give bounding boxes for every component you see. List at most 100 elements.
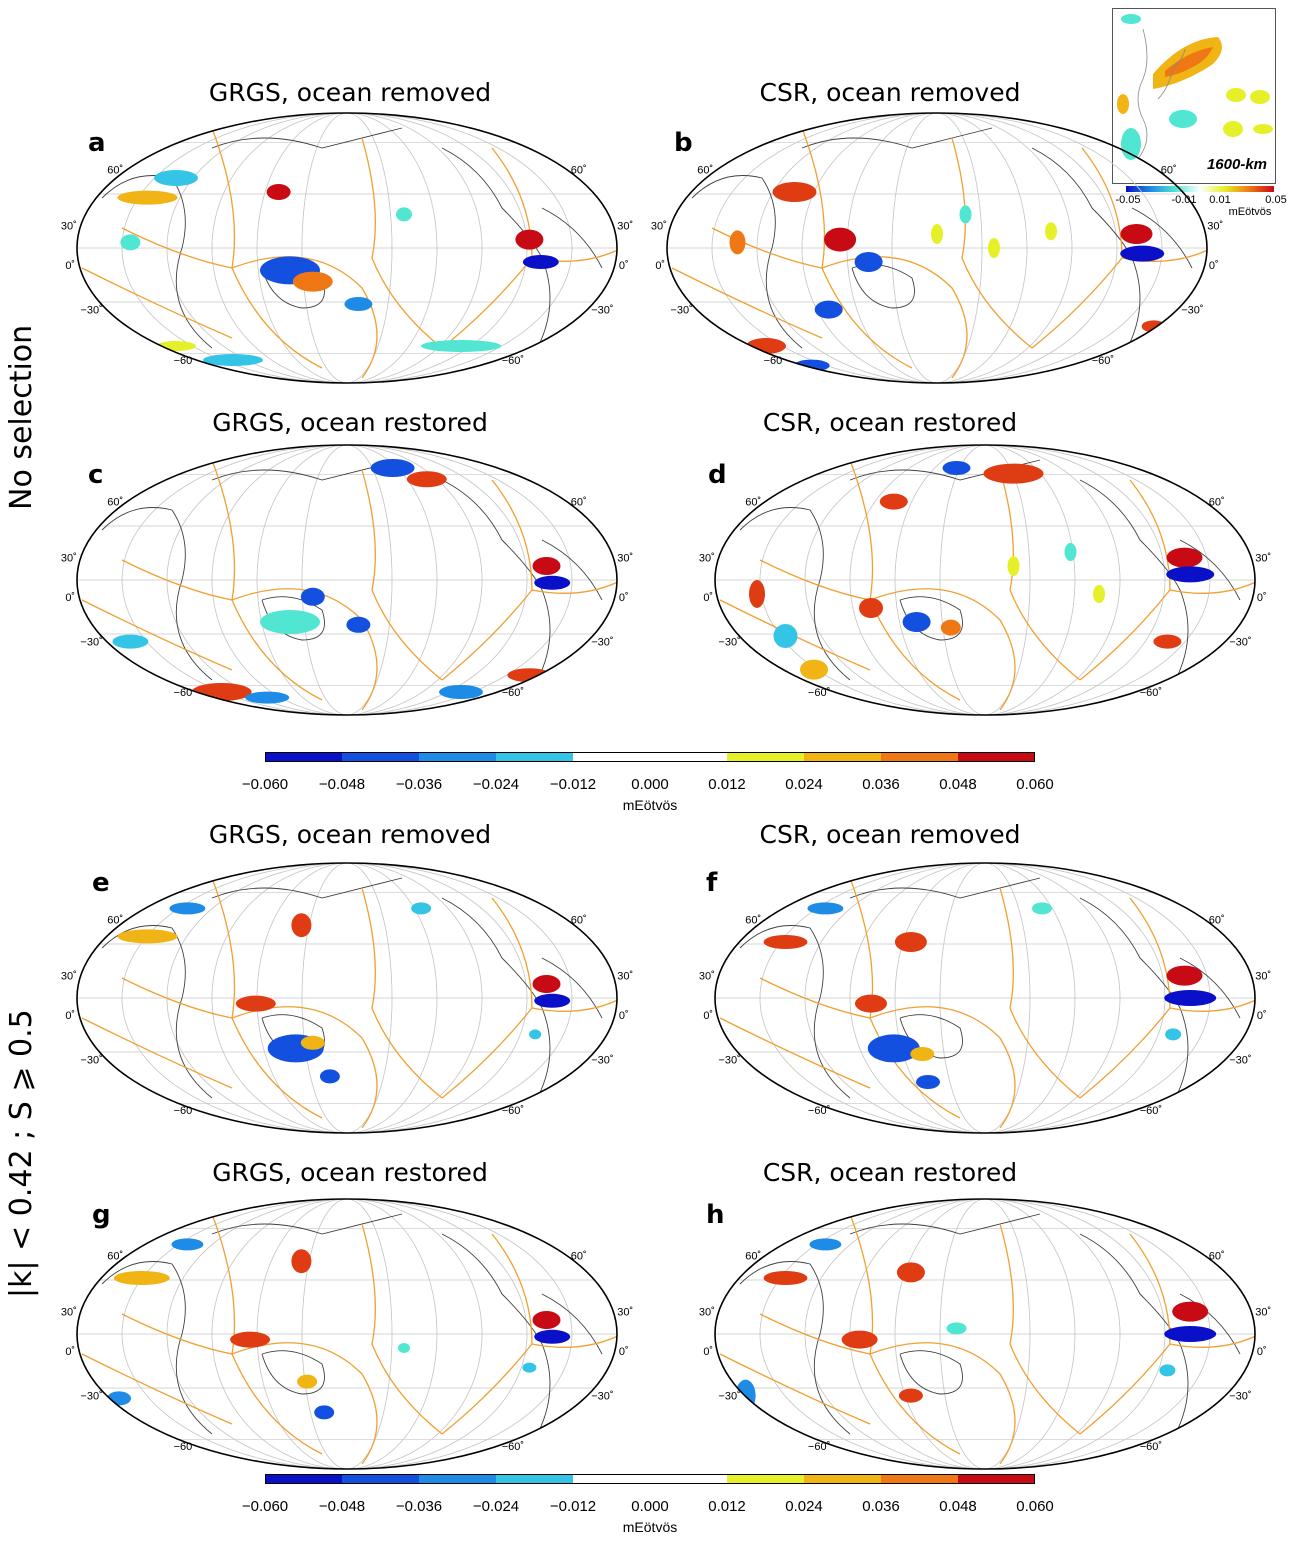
- coastline: [801, 127, 993, 149]
- lat-label-left: 0˚: [65, 592, 75, 604]
- coastline: [441, 147, 551, 359]
- lat-label-left: −30˚: [718, 637, 740, 649]
- colorbar-tick: 0.036: [862, 1498, 900, 1515]
- colorbar-segment: [727, 1474, 804, 1484]
- panel-title: GRGS, ocean restored: [212, 1158, 488, 1187]
- coastline: [1131, 207, 1193, 269]
- colorbar-segment: [265, 752, 342, 762]
- coastline: [441, 897, 551, 1109]
- colorbar-segment: [958, 1474, 1035, 1484]
- inset-cbar-tick: -0.05: [1115, 194, 1141, 206]
- anomaly-patch: [1045, 222, 1057, 241]
- anomaly-patch: [1166, 965, 1203, 986]
- lat-label-left: −30˚: [80, 305, 102, 317]
- anomaly-patch: [1032, 902, 1052, 915]
- lat-label-left: 60˚: [745, 915, 761, 927]
- plate-boundary: [869, 1006, 1016, 1129]
- colorbar-segment: [804, 1474, 881, 1484]
- anomaly-patch: [879, 493, 908, 510]
- anomaly-patch: [532, 975, 561, 993]
- anomaly-patch: [120, 234, 141, 251]
- anomaly-patch: [1120, 224, 1153, 244]
- lat-label-right: 60˚: [571, 165, 587, 177]
- anomaly-patch: [411, 902, 432, 915]
- colorbar-segment: [496, 1474, 573, 1484]
- plate-boundary: [121, 977, 233, 1019]
- anomaly-patch: [910, 1047, 935, 1061]
- plate-boundary: [81, 1353, 233, 1425]
- lat-label-left: −60: [174, 1441, 193, 1453]
- anomaly-patch: [421, 340, 501, 352]
- anomaly-patch: [117, 929, 178, 944]
- anomaly-patch: [370, 459, 415, 477]
- anomaly-patch: [291, 1249, 312, 1274]
- lat-label-left: −60: [174, 687, 193, 699]
- coastline: [849, 1213, 1041, 1235]
- lat-label-right: −30˚: [1229, 1055, 1251, 1067]
- coastline: [1079, 479, 1189, 691]
- mollweide-map: 60˚ 30˚ 0˚ −30˚ −60 60˚ 30˚ 0˚ −30˚ −60˚: [61, 108, 633, 388]
- panel-letter: b: [674, 128, 693, 158]
- anomaly-patch: [854, 252, 883, 272]
- anomaly-patch: [230, 1331, 271, 1348]
- colorbar-segment: [419, 752, 496, 762]
- panel-letter: e: [92, 868, 110, 898]
- map-frame: [714, 1198, 1256, 1470]
- coastline: [1179, 1293, 1241, 1355]
- lat-label-right: −60˚: [502, 1105, 524, 1117]
- lat-label-left: 60˚: [107, 497, 123, 509]
- panel-letter: c: [88, 460, 104, 490]
- plate-boundary: [81, 267, 233, 339]
- colorbar-tick: 0.024: [785, 1498, 823, 1515]
- panel-letter: f: [706, 868, 718, 898]
- anomaly-patch: [1159, 1364, 1176, 1377]
- lat-label-right: 30˚: [1255, 553, 1271, 565]
- plate-boundary: [999, 887, 1081, 1099]
- anomaly-patch: [1007, 556, 1020, 576]
- colorbar-segment: [419, 1474, 496, 1484]
- colorbar-tick: −0.036: [395, 1498, 443, 1515]
- colorbar-tick: 0.060: [1016, 776, 1054, 793]
- plate-boundary: [361, 887, 443, 1099]
- colorbar-bottom-ticks: −0.060 −0.048 −0.036 −0.024 −0.012 0.000 0.012…: [242, 1498, 1054, 1518]
- lat-label-right: 0˚: [619, 1346, 629, 1358]
- map-frame: [714, 862, 1256, 1134]
- lat-label-left: 60˚: [745, 1251, 761, 1263]
- mollweide-map: 60˚ 30˚ 0˚ −30˚ −60 60˚ 30˚ 0˚ −30˚ −60˚: [61, 1194, 633, 1474]
- map-canvas: 60˚ 30˚ 0˚ −30˚ −60 60˚ 30˚ 0˚ −30˚ −60˚: [651, 112, 1223, 384]
- mollweide-map: 60˚ 30˚ 0˚ −30˚ −60˚ 60˚ 30˚ 0˚ −30˚ −60˚: [699, 1194, 1271, 1474]
- lat-label-right: −60˚: [502, 687, 524, 699]
- row-label-no-selection: No selection: [4, 324, 39, 510]
- lat-label-left: −60: [174, 1105, 193, 1117]
- anomaly-patch: [300, 1035, 325, 1050]
- lat-label-right: 30˚: [617, 1307, 633, 1319]
- lat-label-left: −30˚: [718, 1055, 740, 1067]
- lat-label-right: 0˚: [1257, 592, 1267, 604]
- coastline: [101, 175, 213, 349]
- lat-label-right: −60˚: [502, 355, 524, 367]
- inset-colorbar: [1126, 186, 1274, 192]
- anomaly-patch: [154, 170, 198, 186]
- colorbar-segment: [958, 752, 1035, 762]
- colorbar-tick: −0.048: [318, 776, 366, 793]
- lat-label-right: −30˚: [591, 1391, 613, 1403]
- lat-label-right: −30˚: [1229, 1391, 1251, 1403]
- anomaly-patch: [534, 575, 571, 590]
- panel-title: CSR, ocean restored: [762, 1158, 1018, 1187]
- anomaly-patch: [959, 205, 972, 224]
- inset-scale-tag: 1600-km: [1206, 156, 1267, 173]
- plate-boundary: [869, 588, 1016, 711]
- lat-label-right: −60˚: [502, 1441, 524, 1453]
- colorbar-tick: 0.024: [785, 776, 823, 793]
- coastline: [211, 127, 403, 149]
- lat-label-right: 0˚: [1257, 1346, 1267, 1358]
- anomaly-patch: [292, 271, 333, 292]
- plate-boundary: [759, 1313, 871, 1355]
- row-label-selection-criteria: |k| < 0.42 ; S ⩾ 0.5: [4, 1009, 39, 1298]
- colorbar-bottom-label: mEötvös: [622, 1519, 678, 1535]
- coastline: [899, 1350, 963, 1395]
- coastline: [739, 925, 851, 1099]
- map-frame: [76, 1198, 618, 1470]
- anomaly-patch: [1164, 1326, 1217, 1342]
- lat-label-right: 0˚: [619, 260, 629, 272]
